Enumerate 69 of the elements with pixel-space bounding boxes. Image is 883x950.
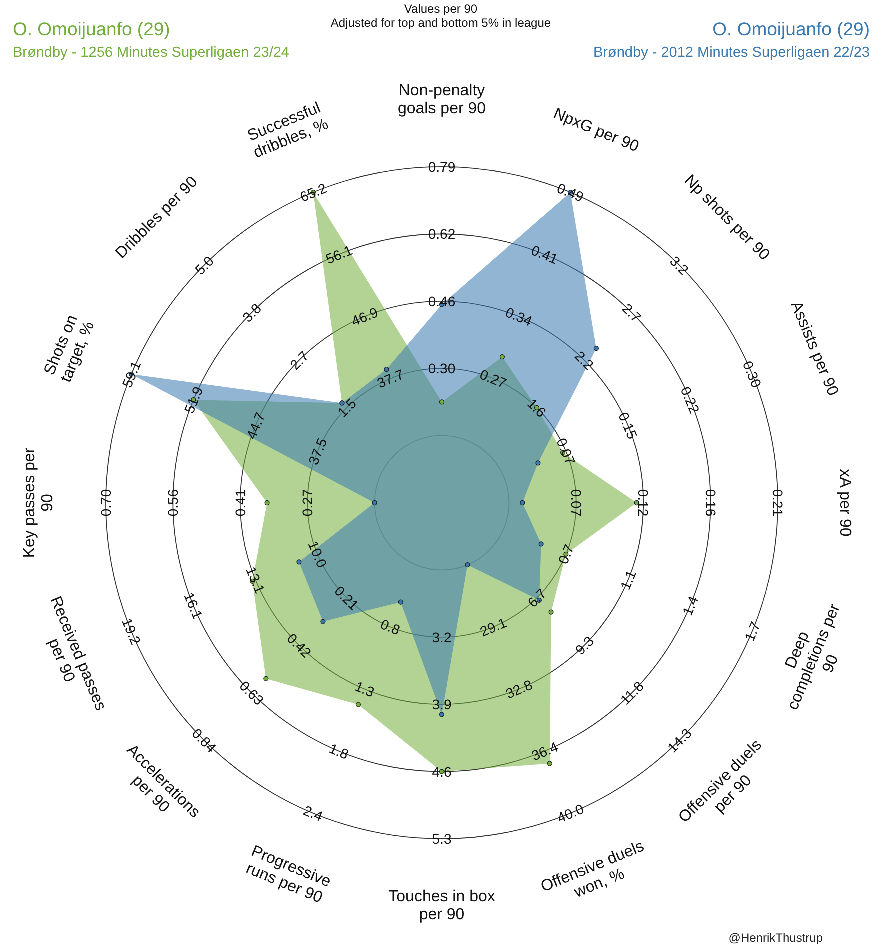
text: O. Omoijuanfo (29) — [712, 18, 870, 40]
text: 2.4 — [301, 802, 326, 825]
text: @HenrikThustrup — [728, 931, 824, 945]
text: 37.7 — [374, 366, 406, 392]
text: 0.12 — [636, 489, 652, 517]
text: 0.56 — [165, 489, 182, 517]
text: 1.6 — [524, 395, 550, 420]
text: 36.4 — [529, 738, 561, 764]
text: 1.8 — [327, 740, 352, 762]
text: 29.1 — [478, 614, 510, 640]
text: 2.7 — [620, 300, 645, 326]
text: 1.7 — [741, 620, 764, 644]
text: 1.4 — [679, 594, 702, 618]
text: 1.1 — [617, 568, 640, 592]
text: Brøndby - 2012 Minutes Superligaen 22/23 — [594, 45, 870, 61]
text: 5.0 — [192, 252, 217, 278]
text: Brøndby - 1256 Minutes Superligaen 23/24 — [13, 45, 290, 61]
text: 0.30 — [740, 358, 766, 390]
text: 0.30 — [428, 360, 456, 377]
text: 40.0 — [554, 800, 586, 826]
spoke-label: Non-penalty goals per 90 — [398, 82, 486, 118]
text: 0.27 — [478, 366, 510, 392]
text: 56.1 — [323, 242, 355, 268]
text: 6.7 — [524, 586, 550, 611]
text: 0.07 — [568, 489, 584, 517]
text: 51.9 — [181, 384, 206, 416]
text: 0.22 — [678, 384, 703, 416]
text: 0.34 — [504, 304, 535, 330]
text: 16.1 — [181, 590, 206, 622]
text: 44.7 — [243, 410, 268, 442]
text: 1.3 — [352, 678, 377, 700]
text: 1.5 — [334, 395, 360, 420]
text: 37.5 — [305, 436, 330, 468]
spoke-label: xA per 90 — [836, 469, 854, 537]
text: 65.2 — [298, 180, 330, 206]
text: 19.2 — [118, 616, 144, 648]
text: 32.8 — [504, 676, 535, 702]
spoke-label: Touches in box per 90 — [388, 888, 496, 924]
text: 0.63 — [236, 678, 268, 708]
spoke-label: Key passes per 90 — [22, 447, 56, 558]
chart-title: Values per 90 — [404, 2, 478, 16]
text: 2.2 — [572, 348, 598, 373]
text: 0.16 — [702, 489, 719, 517]
text: 0.41 — [232, 489, 248, 517]
text: 10.0 — [305, 538, 330, 570]
text: 11.8 — [617, 678, 647, 708]
text: O. Omoijuanfo (29) — [13, 18, 170, 40]
text: 3.8 — [239, 300, 264, 326]
text: 46.9 — [349, 304, 380, 330]
text: 0.21 — [770, 489, 786, 517]
text: 0.46 — [428, 293, 456, 310]
text: 0.41 — [529, 242, 561, 268]
text: 0.27 — [300, 489, 316, 517]
text: 59.1 — [118, 358, 144, 390]
text: 2.7 — [286, 348, 312, 373]
text: 0.8 — [378, 616, 403, 638]
text: 0.15 — [616, 410, 641, 442]
spoke-label: Assists per 90 — [787, 299, 842, 399]
text: 0.49 — [554, 180, 586, 206]
text: 9.3 — [572, 633, 598, 658]
text: 3.2 — [432, 629, 452, 646]
chart-subtitle: Adjusted for top and bottom 5% in league — [330, 16, 552, 30]
spoke-label: NpxG per 90 — [551, 105, 642, 156]
text: 0.7 — [555, 542, 578, 566]
text: 13.1 — [243, 564, 268, 596]
text: 3.2 — [667, 252, 692, 278]
text: 0.70 — [98, 489, 114, 517]
text: 0.07 — [554, 436, 579, 468]
text: 3.9 — [432, 696, 452, 713]
